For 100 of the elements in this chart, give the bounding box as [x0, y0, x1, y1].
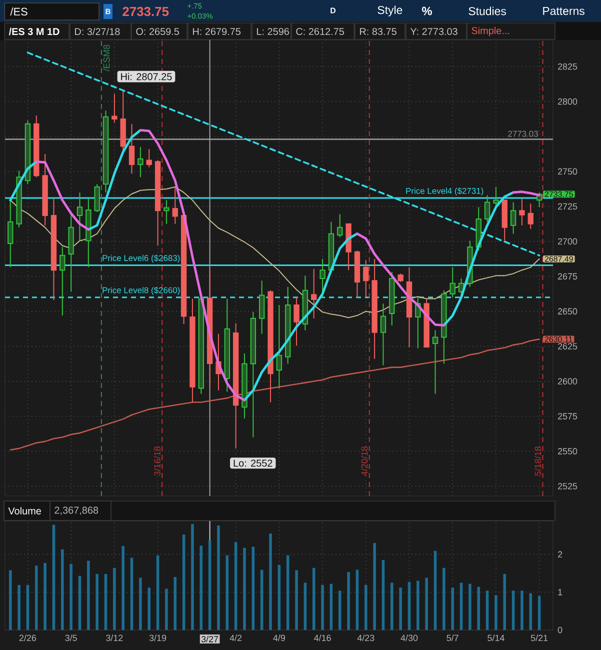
candlestick — [450, 266, 456, 298]
candlestick — [102, 110, 109, 193]
candlestick — [112, 93, 118, 124]
text: L: 2596 — [257, 28, 289, 36]
bar — [390, 582, 394, 630]
bar — [512, 590, 515, 630]
bar — [529, 593, 532, 630]
candlestick — [128, 123, 135, 174]
bar — [330, 584, 333, 630]
text: Studies — [468, 6, 506, 16]
y-tick-label: 2575 — [558, 413, 578, 420]
candlestick — [258, 280, 265, 334]
text: /ES — [10, 7, 28, 16]
candlestick — [50, 198, 57, 301]
text: Style — [378, 6, 402, 16]
candlestick — [337, 214, 343, 238]
candlestick — [60, 246, 66, 316]
bar — [347, 572, 350, 630]
text: D: 3/27/18 — [75, 28, 120, 36]
bar — [269, 533, 272, 630]
bar — [382, 560, 385, 630]
bar — [226, 555, 229, 630]
candlestick — [138, 146, 144, 178]
text: Simple... — [472, 26, 510, 36]
candlestick — [502, 200, 508, 242]
bar — [243, 548, 246, 630]
candlestick — [406, 266, 412, 348]
candlestick — [190, 298, 196, 403]
annotation: Hi: 2807.25 — [121, 72, 172, 80]
candlestick — [320, 258, 326, 298]
candlestick — [432, 330, 438, 394]
x-tick-label: 5/21 — [530, 634, 548, 642]
candlestick — [424, 298, 430, 348]
candlestick — [164, 200, 170, 224]
y-tick-label: 2725 — [558, 203, 578, 210]
x-tick-label: 4/2 — [230, 634, 242, 642]
bar — [234, 542, 238, 630]
y-tick-label: 2750 — [558, 168, 578, 175]
text: H: 2679.75 — [193, 28, 241, 36]
candlestick — [519, 198, 525, 226]
chart-title: Volume — [8, 507, 41, 514]
bar — [78, 576, 82, 630]
bar — [87, 560, 90, 630]
bar — [356, 570, 359, 630]
bar — [520, 590, 524, 630]
bar — [399, 588, 402, 630]
bar — [286, 555, 290, 630]
bar — [304, 582, 307, 630]
annotation: /ESM8 — [103, 44, 110, 72]
candlestick — [441, 290, 447, 364]
bar — [278, 564, 281, 630]
text: % — [422, 6, 432, 16]
bar — [425, 578, 428, 630]
text: Y: 2773.03 — [410, 28, 458, 36]
y-tick-label: 2825 — [558, 63, 578, 70]
candlestick — [146, 148, 152, 168]
bar — [252, 546, 255, 630]
text: Patterns — [543, 7, 584, 15]
candlestick — [285, 286, 291, 364]
candlestick — [363, 260, 369, 298]
bar — [477, 586, 480, 630]
candlestick — [389, 272, 395, 326]
x-tick-label: 4/23 — [357, 634, 374, 642]
candlestick — [8, 200, 14, 268]
y-tick-label: 0 — [558, 626, 562, 634]
bar — [200, 546, 203, 630]
candlestick — [354, 250, 360, 298]
bar — [18, 584, 20, 630]
bar — [104, 574, 108, 630]
annotation: 5/18/18 — [534, 446, 542, 476]
bar — [260, 570, 264, 630]
candlestick — [232, 322, 239, 449]
bar — [174, 577, 177, 630]
text: O: 2659.5 — [136, 28, 180, 36]
y-tick-label: 2 — [558, 551, 562, 558]
bar — [26, 584, 30, 630]
y-tick-label: 2650 — [558, 308, 578, 315]
bar — [35, 566, 38, 630]
y-tick-label: 2525 — [558, 483, 578, 490]
bar — [52, 524, 56, 630]
candlestick — [268, 290, 274, 403]
candlestick — [24, 120, 31, 185]
candlestick — [493, 186, 499, 208]
bar — [373, 542, 376, 630]
bar — [460, 582, 463, 630]
x-tick-label: 4/9 — [273, 634, 285, 642]
candlestick — [528, 203, 534, 230]
text: 2733.75 — [122, 6, 169, 16]
candlestick — [154, 160, 161, 246]
candlestick — [34, 115, 40, 178]
bar — [451, 588, 454, 630]
candlestick — [311, 268, 317, 319]
candlestick — [510, 202, 516, 234]
text: R: 83.75 — [360, 28, 396, 36]
candlestick — [120, 90, 126, 151]
bar — [8, 570, 12, 630]
bar — [295, 570, 298, 630]
bar — [139, 578, 142, 630]
bar — [165, 588, 168, 630]
x-tick-label: 3/19 — [149, 634, 166, 642]
